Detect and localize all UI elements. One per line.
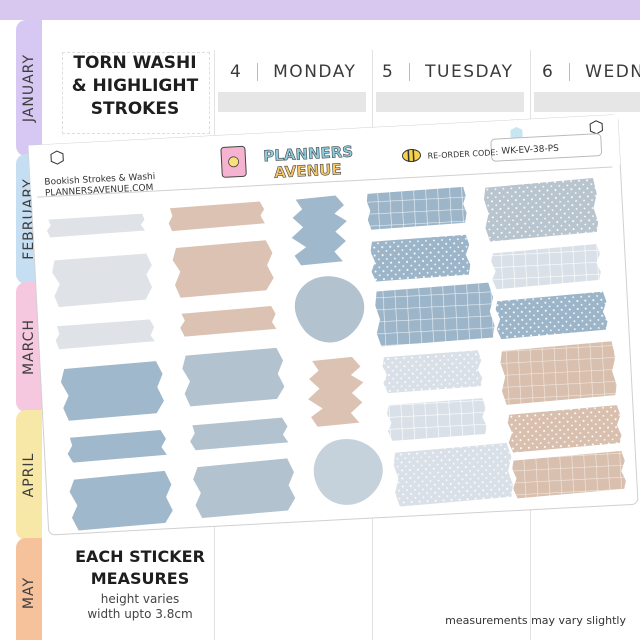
product-title: TORN WASHI & HIGHLIGHT STROKES — [62, 52, 208, 121]
day-divider — [569, 63, 571, 81]
washi-dot-sticker — [370, 234, 471, 282]
highlight-stroke-sticker — [193, 458, 296, 518]
washi-dot-sticker — [382, 350, 483, 394]
title-box — [62, 52, 210, 134]
day-name: TUESDAY — [425, 62, 514, 82]
tab-january[interactable]: JANUARY — [16, 20, 42, 156]
tab-april[interactable]: APRIL — [16, 410, 42, 540]
blob-sticker — [313, 439, 383, 505]
day-header-monday: 4 MONDAY — [230, 62, 356, 82]
washi-grid-sticker — [387, 398, 487, 441]
title-line: & HIGHLIGHT — [71, 76, 199, 96]
measure-title-line: MEASURES — [90, 569, 190, 588]
reorder-code: WK-EV-38-PS — [501, 144, 559, 157]
highlight-stroke-sticker — [182, 347, 285, 407]
highlight-stroke-sticker — [180, 306, 277, 337]
highlight-stroke-sticker — [69, 470, 173, 531]
hexagon-decor-icon — [510, 126, 523, 140]
bee-stripe — [412, 149, 415, 162]
day-header-tuesday: 5 TUESDAY — [382, 62, 514, 82]
washi-grid-sticker — [375, 282, 495, 347]
highlight-stroke-sticker — [52, 253, 153, 308]
measure-subtitle: height varies width upto 3.8cm — [60, 592, 220, 622]
highlight-stroke-sticker — [67, 430, 167, 463]
footnote: measurements may vary slightly — [445, 614, 626, 627]
highlight-stroke-sticker — [172, 240, 274, 298]
day-header-wednesday: 6 WEDNE — [542, 62, 640, 82]
day-number: 6 — [542, 62, 555, 82]
title-line: STROKES — [90, 99, 180, 119]
day-name: MONDAY — [273, 62, 357, 82]
highlight-stroke-sticker — [190, 417, 289, 451]
brand-logo-line1: PLANNERS — [263, 143, 354, 166]
washi-dot-sticker — [507, 405, 622, 453]
measure-title: EACH STICKER MEASURES — [60, 546, 220, 590]
day-divider — [257, 63, 259, 81]
highlight-stroke-sticker — [168, 201, 265, 232]
scribble-sticker — [308, 356, 364, 427]
brand-logo-line2: AVENUE — [274, 160, 342, 182]
highlight-stroke-sticker — [55, 319, 155, 350]
measure-sub-line: height varies — [100, 592, 180, 606]
hexagon-decor-icon — [589, 120, 603, 135]
blob-sticker — [294, 276, 365, 343]
scribble-sticker — [291, 195, 347, 266]
tab-may[interactable]: MAY — [16, 538, 42, 640]
washi-dot-sticker — [393, 442, 513, 507]
bee-icon — [402, 148, 421, 163]
day-name: WEDNE — [585, 62, 640, 82]
reorder-label: RE-ORDER CODE: — [427, 148, 498, 161]
day-bar — [376, 92, 524, 112]
top-band — [0, 0, 640, 20]
washi-grid-sticker — [500, 341, 617, 405]
washi-grid-sticker — [512, 450, 626, 499]
hexagon-decor-icon — [50, 150, 64, 165]
measure-sub-line: width upto 3.8cm — [87, 607, 193, 621]
washi-dot-sticker — [483, 178, 599, 242]
day-divider — [409, 63, 411, 81]
washi-dot-sticker — [495, 291, 608, 340]
planner-icon-flower — [228, 156, 239, 168]
sheet-header — [28, 114, 621, 196]
day-bar — [218, 92, 366, 112]
day-number: 5 — [382, 62, 395, 82]
bee-stripe — [407, 149, 410, 162]
measure-title-line: EACH STICKER — [75, 547, 205, 566]
highlight-stroke-sticker — [46, 213, 146, 238]
header-divider — [37, 166, 613, 198]
washi-grid-sticker — [366, 186, 467, 230]
washi-grid-sticker — [491, 243, 601, 290]
reorder-code-box — [490, 133, 603, 162]
day-number: 4 — [230, 62, 243, 82]
day-bar — [534, 92, 640, 112]
highlight-stroke-sticker — [60, 361, 165, 421]
title-line: TORN WASHI — [73, 53, 197, 73]
